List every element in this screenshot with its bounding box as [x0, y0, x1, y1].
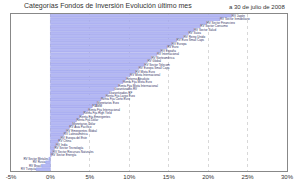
svg-text:RV Internacional: RV Internacional [157, 52, 179, 56]
svg-text:Renta Fija Mixta Internacional: Renta Fija Mixta Internacional [118, 84, 158, 88]
svg-text:RV Norteamérica: RV Norteamérica [151, 56, 174, 60]
svg-text:RV Emergentes Global: RV Emergentes Global [66, 129, 97, 133]
svg-text:RV China: RV China [58, 139, 71, 143]
svg-text:RV Suiza: RV Suiza [188, 31, 201, 35]
svg-text:30%: 30% [281, 174, 294, 180]
svg-text:RV Europa: RV Europa [172, 42, 187, 46]
svg-text:0%: 0% [46, 174, 55, 180]
svg-text:-5%: -5% [6, 174, 17, 180]
svg-text:20%: 20% [202, 174, 215, 180]
svg-text:RV Sector Consumo: RV Sector Consumo [200, 24, 228, 28]
svg-text:RV Euro Small Caps: RV Euro Small Caps [177, 38, 205, 42]
svg-text:Renta Fija Corto Euro: Renta Fija Corto Euro [101, 97, 130, 101]
svg-text:Monetarios Dólar: Monetarios Dólar [73, 122, 96, 126]
svg-text:Garantizados RF: Garantizados RF [110, 91, 133, 95]
svg-text:Renta Fija Dólar: Renta Fija Dólar [76, 118, 98, 122]
svg-text:a 30 de julio de 2008: a 30 de julio de 2008 [229, 4, 285, 10]
svg-text:RV Sector Financiero: RV Sector Financiero [207, 21, 236, 25]
svg-text:RV Sector Inmobiliario: RV Sector Inmobiliario [220, 17, 250, 21]
svg-text:15%: 15% [163, 174, 176, 180]
svg-text:RV India: RV India [56, 143, 68, 147]
svg-text:RV Asia Pacífico: RV Asia Pacífico [69, 125, 91, 129]
svg-text:RV Mixta Internacional: RV Mixta Internacional [130, 73, 160, 77]
svg-text:RV Sector Metales: RV Sector Metales [23, 157, 48, 161]
svg-text:RV Sector Salud: RV Sector Salud [194, 28, 216, 32]
svg-text:Garantizados RV: Garantizados RV [114, 87, 137, 91]
svg-text:RV Global: RV Global [147, 59, 161, 63]
svg-text:RV Latinoamérica: RV Latinoamérica [64, 132, 88, 136]
svg-text:RV Sector Energía: RV Sector Energía [51, 153, 76, 157]
svg-text:RV España: RV España [161, 49, 176, 53]
svg-text:RV Turquía: RV Turquía [21, 167, 36, 171]
svg-text:Renta Fija High Yield: Renta Fija High Yield [84, 111, 112, 115]
svg-text:RV Europa del Este: RV Europa del Este [61, 136, 88, 140]
svg-text:Renta Fija Internacional: Renta Fija Internacional [88, 108, 120, 112]
svg-text:Categorías Fondos de Inversión: Categorías Fondos de Inversión Evolución… [24, 2, 192, 10]
svg-text:10%: 10% [123, 174, 136, 180]
svg-text:Retorno Absoluto: Retorno Absoluto [126, 77, 149, 81]
svg-text:Renta Fija Mixta Euro: Renta Fija Mixta Euro [123, 80, 152, 84]
svg-text:RV Sector Telecom: RV Sector Telecom [144, 63, 170, 67]
svg-text:RV Sector Recursos Naturales: RV Sector Recursos Naturales [53, 150, 94, 154]
svg-text:Renta Fija Emergentes: Renta Fija Emergentes [80, 115, 111, 119]
svg-text:RV Reino Unido: RV Reino Unido [184, 35, 206, 39]
svg-text:RV Euro: RV Euro [167, 45, 179, 49]
svg-text:5%: 5% [86, 174, 95, 180]
svg-text:RV Mixta Euro: RV Mixta Euro [136, 70, 156, 74]
svg-text:Monetarios Euro: Monetarios Euro [97, 101, 119, 105]
svg-text:RV Rusia: RV Rusia [33, 160, 46, 164]
svg-text:RV Japón: RV Japón [232, 14, 245, 18]
svg-text:RV Brasil: RV Brasil [29, 164, 42, 168]
svg-text:RV Sector Tecnología: RV Sector Tecnología [54, 146, 83, 150]
svg-text:RV Europa Small Caps: RV Europa Small Caps [139, 66, 170, 70]
svg-text:FIAMM: FIAMM [92, 104, 102, 108]
svg-text:25%: 25% [242, 174, 255, 180]
svg-text:Renta Fija Largo Euro: Renta Fija Largo Euro [106, 94, 136, 98]
